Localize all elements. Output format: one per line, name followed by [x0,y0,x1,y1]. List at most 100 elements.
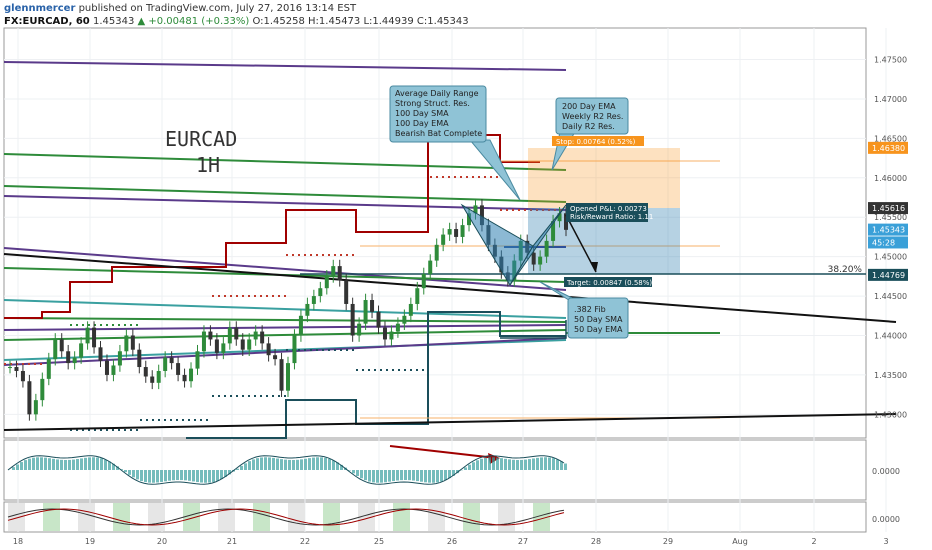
osc1-bar [160,470,163,482]
osc1-bar [124,470,127,473]
candle-body [292,335,297,364]
osc1-bar [424,470,427,483]
stop-zone [528,148,680,208]
candle-body [337,266,342,281]
osc1-bar [336,462,339,470]
osc1-bar [440,470,443,482]
osc2-band [253,503,270,531]
osc1-line [7,455,565,485]
stochastic-oscillator [7,503,565,531]
osc1-bar [128,470,131,475]
momentum-oscillator [7,455,567,485]
candle-body [137,349,142,368]
x-tick-label: 28 [591,537,601,546]
candle-body [150,376,155,383]
time-axis[interactable]: 18 19 20 21 22 25 26 27 28 29 Aug 2 3 [13,537,889,546]
osc1-bar [236,468,239,470]
support-step-line-2 [500,320,567,339]
osc2-band [113,503,130,531]
osc1-bar [328,458,331,470]
osc1-bar [272,457,275,470]
osc2-band [43,503,60,531]
x-tick-label: Aug [732,537,748,546]
osc2-band [78,503,95,531]
osc1-bar [296,459,299,470]
candle-body [20,370,25,382]
candle-body [79,343,84,358]
osc1-bar [76,459,79,470]
y-tick-label: 1.43500 [874,371,907,380]
candle-body [408,303,413,316]
osc1-bar [96,457,99,470]
osc1-bar [100,458,103,470]
support-callout: .382 Fib 50 Day SMA 50 Day EMA [539,281,629,339]
osc1-bar [564,463,567,470]
osc1-bar [372,470,375,483]
y-tick-label: 1.47500 [874,56,907,65]
osc1-bar [516,459,519,470]
candle-body [143,367,148,377]
resistance-line-2: Strong Struct. Res. [395,99,470,108]
osc2-band [533,503,550,531]
y-tick-label: 1.45500 [874,213,907,222]
price-axis[interactable]: 1.47500 1.47000 1.46500 1.46000 1.45500 1.450… [874,56,907,420]
osc1-bar [200,470,203,483]
target-label: Target: 0.00847 (0.58%) [566,279,652,287]
osc2-band [358,503,375,531]
osc1-bar [536,457,539,470]
osc1-bar [456,470,459,474]
candle-body [389,331,394,340]
author-link[interactable]: glennmercer [4,3,76,14]
price-label-text: 1.46380 [872,144,905,153]
osc1-bar [560,461,563,470]
osc1-bar [528,459,531,470]
osc1-bar [412,470,415,481]
osc1-bar [68,459,71,470]
candle-body [227,327,232,344]
osc1-bar [532,458,535,470]
osc1-bar [140,470,143,482]
osc1-bar [136,470,139,480]
publish-info: published on TradingView.com, July 27, 2… [78,3,357,14]
osc1-bar [284,459,287,470]
candle-body [402,315,407,324]
osc1-bar [548,457,551,470]
candle-body [544,240,549,257]
y-tick-label: 1.46500 [874,134,907,143]
osc1-bar [244,463,247,470]
candle-body [59,339,64,352]
osc1-bar [400,470,403,481]
osc1-bar [468,464,471,470]
osc1-bar [388,470,391,482]
osc1-bar [36,457,39,470]
osc1-bar [452,470,455,476]
candle-body [273,355,278,360]
candle-body [324,276,329,289]
osc1-bar [428,470,431,483]
osc1-bar [524,459,527,470]
osc1-bar [312,457,315,470]
candle-body [14,367,19,371]
price-label-text: 1.45343 [872,226,905,235]
pnl-label: Opened P&L: 0.00273 [570,205,647,213]
x-tick-label: 3 [883,537,888,546]
stop-label: Stop: 0.00764 (0.52%) [556,138,636,146]
osc1-bar [472,462,475,470]
candle-body [557,213,562,222]
osc2-band [323,503,340,531]
ema-line-2: Weekly R2 Res. [562,112,623,121]
osc1-bar [384,470,387,483]
fib-label: 38.20% [828,265,863,275]
osc1-bar [240,465,243,470]
osc1-bar [52,458,55,470]
osc1-bar [364,470,367,481]
osc1-bar [24,460,27,470]
candle-body [163,357,168,371]
support-line-1: .382 Fib [574,305,606,314]
candle-body [33,400,38,415]
price-label-bg [868,268,908,281]
osc1-bar [112,463,115,470]
resistance-line-5: Bearish Bat Complete [395,129,482,138]
candle-body [208,331,213,340]
